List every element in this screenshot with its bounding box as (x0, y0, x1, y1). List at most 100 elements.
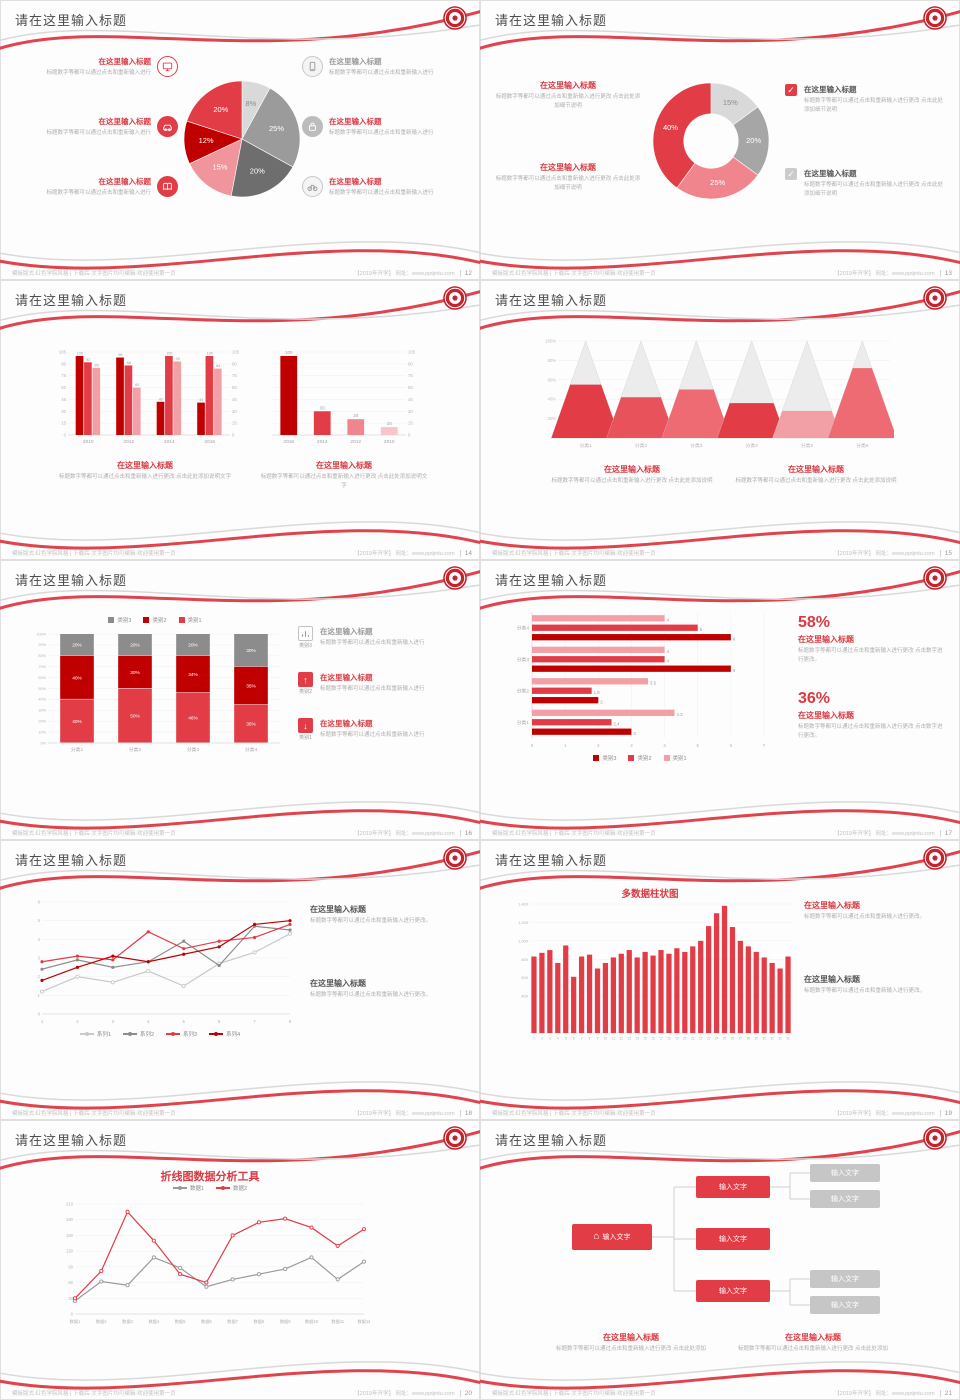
diagram-leaf-node[interactable]: 输入文字 (810, 1296, 880, 1314)
svg-text:2014: 2014 (317, 439, 328, 445)
text-block[interactable]: 在这里输入标题 标题数字等都可以通过点击和重新输入进行更改 点击此处添加细节说明 (494, 162, 642, 192)
text-block[interactable]: 在这里输入标题 标题数字等都可以通过点击和重新输入进行更改 点击此处添加说明文字 (52, 460, 238, 482)
svg-text:6: 6 (38, 900, 41, 905)
checkbox-checked-icon[interactable]: ✓ (785, 84, 797, 96)
chart-title: 折线图数据分析工具 (160, 1171, 260, 1183)
block-title: 在这里输入标题 (540, 163, 596, 172)
horizontal-bar-chart: 0 1 2 3 4 5 6 7 分类1 4.3 2.4 3 分类2 3.5 1.8 2 分类3 4 4 6 分类4 4 5 6 (506, 610, 778, 750)
svg-text:24: 24 (715, 1037, 719, 1041)
svg-text:800: 800 (521, 957, 528, 962)
svg-text:31: 31 (770, 1037, 774, 1041)
university-logo-icon (923, 286, 947, 310)
text-block[interactable]: 在这里输入标题 标题数字等都可以通过点击和重新输入进行更改 点击此处添加 (726, 1332, 900, 1354)
svg-text:180: 180 (66, 1217, 74, 1222)
slide-title: 请在这里输入标题 (495, 853, 608, 868)
footer-right-text: 【2019年开学】 网址：www.pptjintu.com (834, 1391, 935, 1397)
svg-text:80%: 80% (548, 358, 557, 363)
stat-title: 在这里输入标题 (798, 635, 854, 644)
diagram-leaf-node[interactable]: 输入文字 (810, 1190, 880, 1208)
stat-block[interactable]: 36% 在这里输入标题 标题数字等都可以通过点击和重新输入进行更改 点击数字进行… (798, 690, 946, 740)
university-logo-icon (443, 846, 467, 870)
svg-text:35%: 35% (246, 722, 256, 728)
slide-footer: 模板版式:红色学院风格 | 下载后-文字图片均可编辑-欢迎使用第一页 【2019年… (12, 1389, 472, 1397)
slide-footer: 模板版式:红色学院风格 | 下载后-文字图片均可编辑-欢迎使用第一页 【2019年… (492, 1389, 952, 1397)
callout-title: 在这里输入标题 (98, 57, 152, 66)
slide-13[interactable]: 请在这里输入标题 在这里输入标题 标题数字等都可以通过点击和重新输入进行更改 点击… (480, 0, 960, 280)
text-block[interactable]: 在这里输入标题 标题数字等都可以通过点击和重新输入进行更改。 (310, 904, 462, 926)
svg-text:20: 20 (353, 413, 359, 418)
callout-item[interactable]: 在这里输入标题 标题数字等都可以通过点击和重新输入进行 (16, 176, 178, 198)
svg-text:22: 22 (699, 1037, 703, 1041)
pyramid-chart: 20% 40% 60% 80% 100% 分类1 分类2 分类3 分类4 分类5 分类6 (538, 336, 897, 450)
feature-item[interactable]: ↓ 类别1 在这里输入标题 标题数字等都可以通过点击和重新输入进行 (298, 718, 466, 741)
svg-text:分类1: 分类1 (517, 719, 530, 726)
stat-title: 在这里输入标题 (798, 711, 854, 720)
multi-bar-chart: 400 600 800 1,000 1,200 1,400 1 2 3 4 5 6 7 8 9 10 11 12 1… (506, 900, 794, 1042)
text-block[interactable]: 在这里输入标题 标题数字等都可以通过点击和重新输入进行更改 点击此处添加说明文字 (258, 460, 430, 490)
callout-text: 标题数字等都可以通过点击和重新输入进行 (46, 130, 151, 136)
diagram-node[interactable]: 输入文字 (696, 1280, 770, 1302)
svg-text:分类3: 分类3 (517, 656, 530, 663)
svg-text:3.5: 3.5 (650, 680, 657, 685)
text-block[interactable]: 在这里输入标题 标题数字等都可以通过点击和重新输入进行更改。 (310, 978, 462, 1000)
slide-21[interactable]: 请在这里输入标题 ⌂ 输入文字 输入文字 输入文字 输入文字 输入文字 输入文字 … (480, 1120, 960, 1400)
text-block[interactable]: 在这里输入标题 标题数字等都可以通过点击和重新输入进行更改 点击此处添加说明 (546, 464, 718, 486)
svg-text:15: 15 (408, 421, 413, 426)
svg-text:70%: 70% (38, 665, 46, 669)
checkbox-unchecked-icon[interactable]: ✓ (785, 168, 797, 180)
checklist-item[interactable]: ✓ 在这里输入标题 标题数字等都可以通过点击和重新输入进行更改 点击此处添加细节说… (785, 168, 945, 198)
slide-14[interactable]: 请在这里输入标题 0 0 15 15 30 30 45 45 60 60 75 75 90 90 105 10… (0, 280, 480, 560)
svg-text:1: 1 (564, 743, 567, 748)
diagram-node[interactable]: 输入文字 (696, 1176, 770, 1198)
icon-caption: 类别2 (299, 689, 312, 695)
block-text: 标题数字等都可以通过点击和重新输入进行更改 点击此处添加说明 (735, 478, 897, 484)
footer-left-text: 模板版式:红色学院风格 | 下载后-文字图片均可编辑-欢迎使用第一页 (492, 551, 656, 557)
svg-text:85: 85 (95, 363, 99, 367)
slide-20[interactable]: 请在这里输入标题 折线图数据分析工具 数据1 数据2 0 30 60 90 120 150 1… (0, 1120, 480, 1400)
home-icon: ⌂ (593, 1231, 600, 1242)
callout-item[interactable]: 在这里输入标题 标题数字等都可以通过点击和重新输入进行 (16, 116, 178, 138)
text-block[interactable]: 在这里输入标题 标题数字等都可以通过点击和重新输入进行更改。 (804, 974, 946, 996)
slide-footer: 模板版式:红色学院风格 | 下载后-文字图片均可编辑-欢迎使用第一页 【2019年… (492, 269, 952, 277)
text-block[interactable]: 在这里输入标题 标题数字等都可以通过点击和重新输入进行更改。 (804, 900, 946, 922)
diagram-node[interactable]: 输入文字 (696, 1228, 770, 1250)
svg-text:分类6: 分类6 (856, 442, 869, 449)
stat-text: 标题数字等都可以通过点击和重新输入进行更改 点击数字进行更改。 (798, 724, 943, 739)
callout-item[interactable]: 在这里输入标题 标题数字等都可以通过点击和重新输入进行 (302, 176, 464, 198)
slide-16[interactable]: 请在这里输入标题 类别3 类别2 类别1 0% 10% 20% 30% 40% 50% 60% 7… (0, 560, 480, 840)
callout-text: 标题数字等都可以通过点击和重新输入进行 (46, 190, 151, 196)
svg-text:6: 6 (733, 636, 736, 641)
stat-block[interactable]: 58% 在这里输入标题 标题数字等都可以通过点击和重新输入进行更改 点击数字进行… (798, 614, 946, 664)
slide-12[interactable]: 请在这里输入标题 8% 25% 20% 15% 12% 20% 在这里输入标题 标题数字等都… (0, 0, 480, 280)
slide-15[interactable]: 请在这里输入标题 20% 40% 60% 80% 100% 分类1 分类2 分类3 分类4 分类5… (480, 280, 960, 560)
svg-text:0: 0 (71, 1312, 74, 1317)
text-block[interactable]: 在这里输入标题 标题数字等都可以通过点击和重新输入进行更改 点击此处添加细节说明 (494, 80, 642, 110)
slide-footer: 模板版式:红色学院风格 | 下载后-文字图片均可编辑-欢迎使用第一页 【2019年… (12, 829, 472, 837)
svg-text:0: 0 (232, 433, 235, 438)
svg-text:数据9: 数据9 (280, 1318, 291, 1325)
feature-item[interactable]: 类别3 在这里输入标题 标题数字等都可以通过点击和重新输入进行 (298, 626, 466, 649)
svg-text:2014: 2014 (164, 439, 175, 445)
university-logo-icon (443, 286, 467, 310)
diagram-leaf-node[interactable]: 输入文字 (810, 1270, 880, 1288)
svg-text:4: 4 (147, 1019, 150, 1024)
diagram-leaf-node[interactable]: 输入文字 (810, 1164, 880, 1182)
slide-17[interactable]: 请在这里输入标题 0 1 2 3 4 5 6 7 分类1 4.3 2.4 3 分类2 3.5 1.8 2 分类3… (480, 560, 960, 840)
callout-item[interactable]: 在这里输入标题 标题数字等都可以通过点击和重新输入进行 (302, 116, 464, 138)
slide-19[interactable]: 请在这里输入标题 多数据柱状图 400 600 800 1,000 1,200 1,400… (480, 840, 960, 1120)
svg-text:2: 2 (541, 1037, 543, 1041)
callout-item[interactable]: 在这里输入标题 标题数字等都可以通过点击和重新输入进行 (302, 56, 464, 78)
footer-right-text: 【2019年开学】 网址：www.pptjintu.com (834, 1111, 935, 1117)
diagram-root-node[interactable]: ⌂ 输入文字 (572, 1224, 652, 1250)
svg-text:100: 100 (285, 350, 293, 355)
callout-item[interactable]: 在这里输入标题 标题数字等都可以通过点击和重新输入进行 (16, 56, 178, 78)
svg-text:5: 5 (183, 1019, 186, 1024)
svg-text:2: 2 (76, 1019, 79, 1024)
text-block[interactable]: 在这里输入标题 标题数字等都可以通过点击和重新输入进行更改 点击此处添加说明 (730, 464, 902, 486)
phone-icon (302, 56, 323, 78)
feature-item[interactable]: ↑ 类别2 在这里输入标题 标题数字等都可以通过点击和重新输入进行 (298, 672, 466, 695)
svg-text:20%: 20% (130, 643, 140, 649)
checklist-item[interactable]: ✓ 在这里输入标题 标题数字等都可以通过点击和重新输入进行更改 点击此处添加细节说… (785, 84, 945, 114)
text-block[interactable]: 在这里输入标题 标题数字等都可以通过点击和重新输入进行更改 点击此处添加 (544, 1332, 718, 1354)
